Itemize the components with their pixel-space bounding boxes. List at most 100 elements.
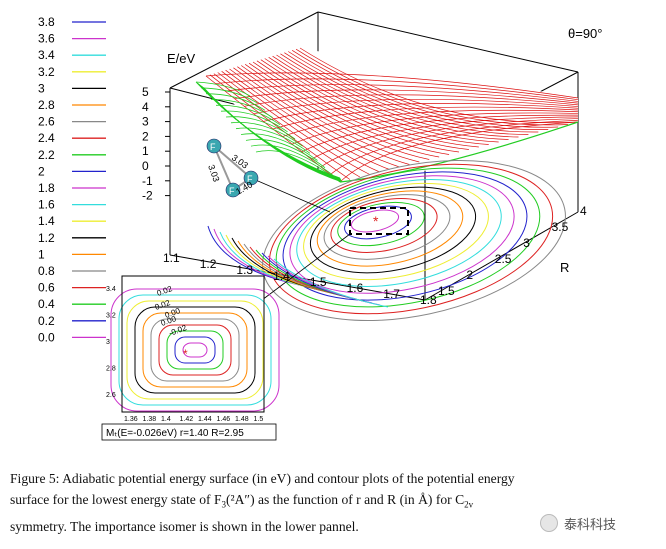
mesh-line-red (237, 66, 420, 163)
legend-label: 3 (38, 81, 45, 95)
surface-lower-green (195, 81, 579, 183)
legend-label: 3.4 (38, 48, 55, 62)
inset-x-tick-label: 1.5 (254, 416, 264, 423)
y-tick-label: 2 (466, 268, 473, 282)
mesh-line-green (225, 116, 296, 140)
mesh-line-red (288, 51, 549, 130)
mesh-line-green (255, 150, 341, 183)
x-tick-label: 1.7 (383, 287, 400, 301)
legend-label: 0.4 (38, 297, 55, 311)
mesh-line-red (213, 73, 361, 178)
mesh-edge-green (339, 121, 579, 183)
mesh-line-red (252, 61, 460, 153)
mesh-line-red (301, 114, 579, 153)
watermark-text: 泰科科技 (564, 518, 617, 533)
inset-x-tick-label: 1.38 (143, 416, 157, 423)
figure-caption: Figure 5: Adiabatic potential energy sur… (10, 468, 660, 537)
inset-contour-line (174, 336, 216, 364)
mesh-line-green (205, 93, 266, 111)
y-tick-label: 3 (523, 236, 530, 250)
surface-upper-red (205, 47, 579, 183)
caption-line-1: Figure 5: Adiabatic potential energy sur… (10, 471, 515, 486)
inset-contour-line (166, 330, 224, 370)
legend-label: 3.6 (38, 32, 55, 46)
mesh-line-red (205, 75, 341, 183)
z-tick-label: 0 (142, 159, 149, 173)
legend-label: 0.2 (38, 314, 55, 328)
floor-contours (207, 159, 566, 322)
z-tick-label: 2 (142, 129, 149, 143)
inset-contour-line (150, 318, 240, 382)
mesh-line-red (229, 68, 400, 168)
floor-contour-line (323, 194, 451, 260)
mesh-line-red (339, 121, 579, 183)
atom-3-label: F (229, 186, 235, 196)
mesh-line-green (230, 121, 303, 147)
inset-contour-line (134, 306, 256, 394)
caption-line-3: symmetry. The importance isomer is shown… (10, 518, 359, 534)
inset-x-tick-label: 1.42 (180, 416, 194, 423)
box-top-back-right (317, 11, 579, 73)
floor-contour-line (316, 190, 464, 267)
floor-contour-line (309, 186, 477, 274)
z-tick-label: 5 (142, 85, 149, 99)
mesh-line-red (248, 62, 450, 155)
z-axis-label: E/eV (167, 51, 196, 66)
mesh-line-red (330, 119, 579, 175)
mesh-line-red (284, 52, 539, 133)
mesh-line-red (225, 84, 579, 102)
y-axis-ticks: 1.5 2 2.5 3 3.5 4 (438, 204, 587, 298)
z-tick-label: 3 (142, 115, 149, 129)
inset-contour-line (158, 324, 232, 376)
mesh-line-red (244, 64, 440, 158)
watermark-logo-icon (540, 514, 558, 532)
inset-x-tick-label: 1.36 (124, 416, 138, 423)
legend-label: 0.8 (38, 264, 55, 278)
legend-label: 3.2 (38, 65, 55, 79)
legend-label: 1 (38, 247, 45, 261)
x-tick-label: 1.3 (236, 263, 253, 277)
x-tick-label: 1.6 (347, 281, 364, 295)
y-tick-label: 1.5 (438, 284, 455, 298)
inset-frame (121, 275, 265, 413)
legend-label: 2.4 (38, 131, 55, 145)
inset-label-box (101, 423, 277, 441)
pes-chart: 3.83.63.43.232.82.62.42.221.81.61.41.210… (38, 11, 602, 441)
inset-x-ticks: 1.36 1.38 1.4 1.42 1.44 1.46 1.48 1.5 (124, 416, 263, 423)
mesh-line-red (233, 67, 410, 165)
mesh-line-red (272, 106, 579, 130)
floor-contour-line (303, 182, 489, 281)
mesh-line-green (240, 133, 318, 161)
atom-1-label: F (210, 142, 216, 152)
y-tick-label: 3.5 (552, 220, 569, 234)
inset-contour-line (182, 342, 208, 358)
inset-contour-line (126, 300, 264, 400)
legend-label: 0.0 (38, 330, 55, 344)
floor-contour-line (296, 179, 502, 287)
z-tick-label: 4 (142, 100, 149, 114)
inset-x-tick-label: 1.44 (198, 416, 212, 423)
legend-label: 1.2 (38, 231, 55, 245)
mesh-line-red (234, 89, 579, 104)
y-tick-label: 4 (580, 204, 587, 218)
caption-line-2: surface for the lowest energy state of F… (10, 492, 474, 510)
legend-label: 2.8 (38, 98, 55, 112)
inset-contour-line (142, 312, 248, 388)
inset-label: Mₜ(E=-0.026eV) r=1.40 R=2.95 (106, 428, 244, 439)
legend-label: 1.4 (38, 214, 55, 228)
mesh-line-red (260, 59, 479, 148)
mesh-line-red (311, 116, 579, 160)
floor-contour-line (273, 258, 389, 308)
floor-minimum-marker: * (373, 213, 379, 229)
atom-2-label: F (247, 174, 253, 184)
mesh-line-green (210, 99, 273, 118)
floor-contour-line (275, 167, 541, 308)
floor-contour-line (330, 198, 438, 253)
floor-contour-line (282, 171, 528, 301)
bond-2 (213, 145, 234, 191)
mesh-line-green (250, 144, 333, 176)
mesh-line-red (320, 118, 579, 168)
inset-x-tick-label: 1.46 (217, 416, 231, 423)
molecule-pointer-line (250, 177, 331, 213)
